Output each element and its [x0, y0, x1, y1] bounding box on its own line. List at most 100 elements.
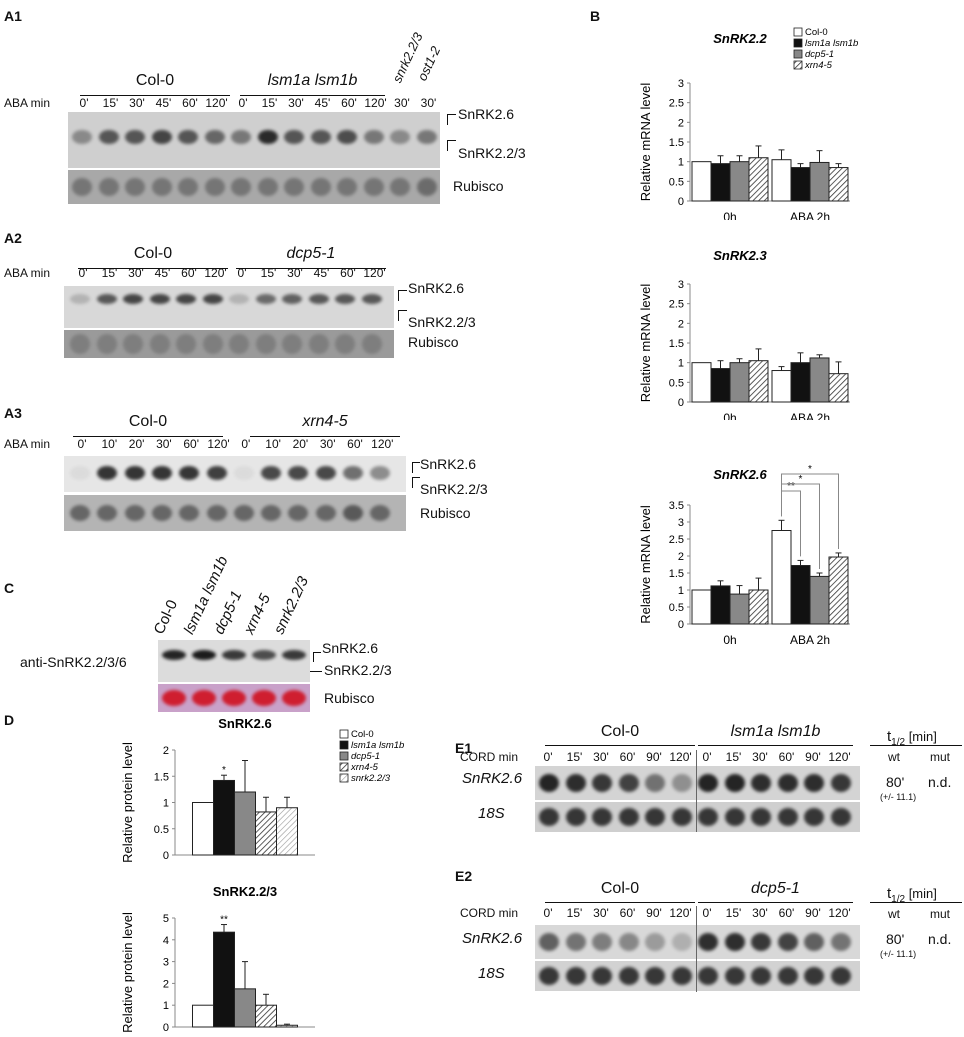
a2-snrk-blot [64, 286, 394, 328]
blot-band [539, 933, 559, 951]
blot-band [176, 294, 196, 304]
blot-band [751, 967, 771, 985]
e1-lane-label: 0' [702, 750, 712, 764]
a1-lane-label: 30' [420, 96, 437, 110]
e2-separator [696, 906, 697, 992]
y-tick-label: 0 [163, 1022, 169, 1034]
blot-band [618, 967, 639, 985]
blot-band [592, 774, 612, 792]
bar [748, 157, 769, 202]
a1-lane-label: 120' [205, 96, 228, 110]
blot-band [751, 774, 771, 792]
blot-band [315, 505, 336, 521]
blot-band [618, 774, 639, 792]
a3-lane-label: 60' [347, 437, 363, 451]
e1-lane-label: 60' [778, 750, 795, 764]
y-tick-label: 1.5 [669, 137, 684, 149]
e1-18s-label: 18S [478, 805, 505, 822]
legend-swatch [339, 740, 349, 750]
blot-band [206, 505, 227, 521]
a1-lane-label: 45' [314, 96, 331, 110]
x-tick-label: 0h [723, 210, 736, 220]
bar [192, 1004, 214, 1028]
blot-band [315, 466, 336, 480]
blot-band [416, 130, 437, 144]
a2-lane-label: 15' [101, 266, 118, 280]
y-tick-label: 4 [163, 935, 169, 947]
a3-aba-min-label: ABA min [4, 437, 51, 451]
chart-b-snrk22: SnRK2.2 Relative mRNA level 0 0.5 1 1.5 2 2.5 3 0… [638, 27, 858, 220]
e1-group2-label: lsm1a lsm1b [730, 723, 821, 740]
blot-band [151, 505, 172, 521]
a2-lane-label: 45' [154, 266, 171, 280]
bar [255, 811, 277, 856]
a1-group2-line [240, 95, 385, 96]
e2-snrk26-blot [535, 925, 860, 959]
blot-band [255, 294, 276, 304]
y-tick-label: 2.5 [669, 534, 684, 546]
a2-lane-label: 0' [237, 266, 247, 280]
legend-swatch [793, 49, 803, 59]
legend-entry: lsm1a lsm1b [805, 38, 858, 49]
a1-lane-label: 60' [341, 96, 357, 110]
y-tick-label: 2.5 [669, 98, 684, 110]
a1-snrk26-label: SnRK2.6 [458, 106, 515, 122]
blot-band [70, 466, 90, 480]
c-dash [310, 671, 322, 672]
a3-lane-label: 20' [128, 437, 145, 451]
a2-lane-label: 60' [181, 266, 197, 280]
blot-band [804, 967, 824, 985]
blot-band [592, 967, 612, 985]
blot-band [698, 808, 718, 826]
blot-band [724, 808, 745, 826]
blot-band [229, 294, 249, 304]
e1-cord-min-label: CORD min [460, 750, 519, 764]
blot-band [804, 774, 824, 792]
blot-band [343, 505, 363, 521]
blot-band [361, 334, 382, 354]
bar [809, 357, 830, 403]
blot-band [151, 130, 172, 144]
blot-band [565, 933, 586, 951]
blot-band [565, 967, 586, 985]
e2-lane-label: 60' [778, 906, 795, 920]
a2-lane-label: 60' [340, 266, 356, 280]
chart-title: SnRK2.3 [713, 248, 767, 263]
blot-band [70, 505, 90, 521]
blot-band [370, 466, 391, 480]
blot-band [261, 505, 282, 521]
e1-wt-sd: (+/- 11.1) [880, 792, 917, 802]
blot-band [98, 178, 119, 196]
bar [828, 556, 849, 625]
e2-mut-label: mut [930, 907, 951, 921]
a3-lane-label: 20' [292, 437, 309, 451]
a2-rubisco-blot [64, 330, 394, 358]
y-axis-label: Relative mRNA level [638, 284, 653, 403]
e2-mut-value: n.d. [928, 931, 952, 947]
bar [691, 161, 712, 202]
x-tick-label: ABA 2h [790, 210, 830, 220]
bar [213, 779, 235, 856]
x-tick-label: ABA 2h [790, 411, 830, 420]
panel-label-a2: A2 [4, 230, 22, 246]
blot-band [284, 130, 304, 144]
y-tick-label: 0.5 [154, 824, 169, 836]
blot-band [830, 808, 851, 826]
a1-snrk-blot [68, 112, 440, 168]
blot-band [592, 808, 612, 826]
blot-band [288, 505, 309, 521]
blot-band [125, 178, 145, 196]
e2-lane-label: 15' [566, 906, 583, 920]
blot-band [363, 130, 384, 144]
bar [790, 362, 811, 403]
a2-lane-label: 30' [287, 266, 303, 280]
blot-band [645, 808, 665, 826]
a1-lane-label: 60' [182, 96, 198, 110]
legend-entry: Col-0 [351, 729, 374, 740]
legend-entry: snrk2.2/3 [351, 773, 391, 784]
a3-lane-label: 10' [265, 437, 281, 451]
bar [192, 802, 214, 856]
e1-snrk26-blot [535, 766, 860, 800]
blot-band [149, 334, 170, 354]
y-axis-label: Relative protein level [120, 742, 135, 863]
